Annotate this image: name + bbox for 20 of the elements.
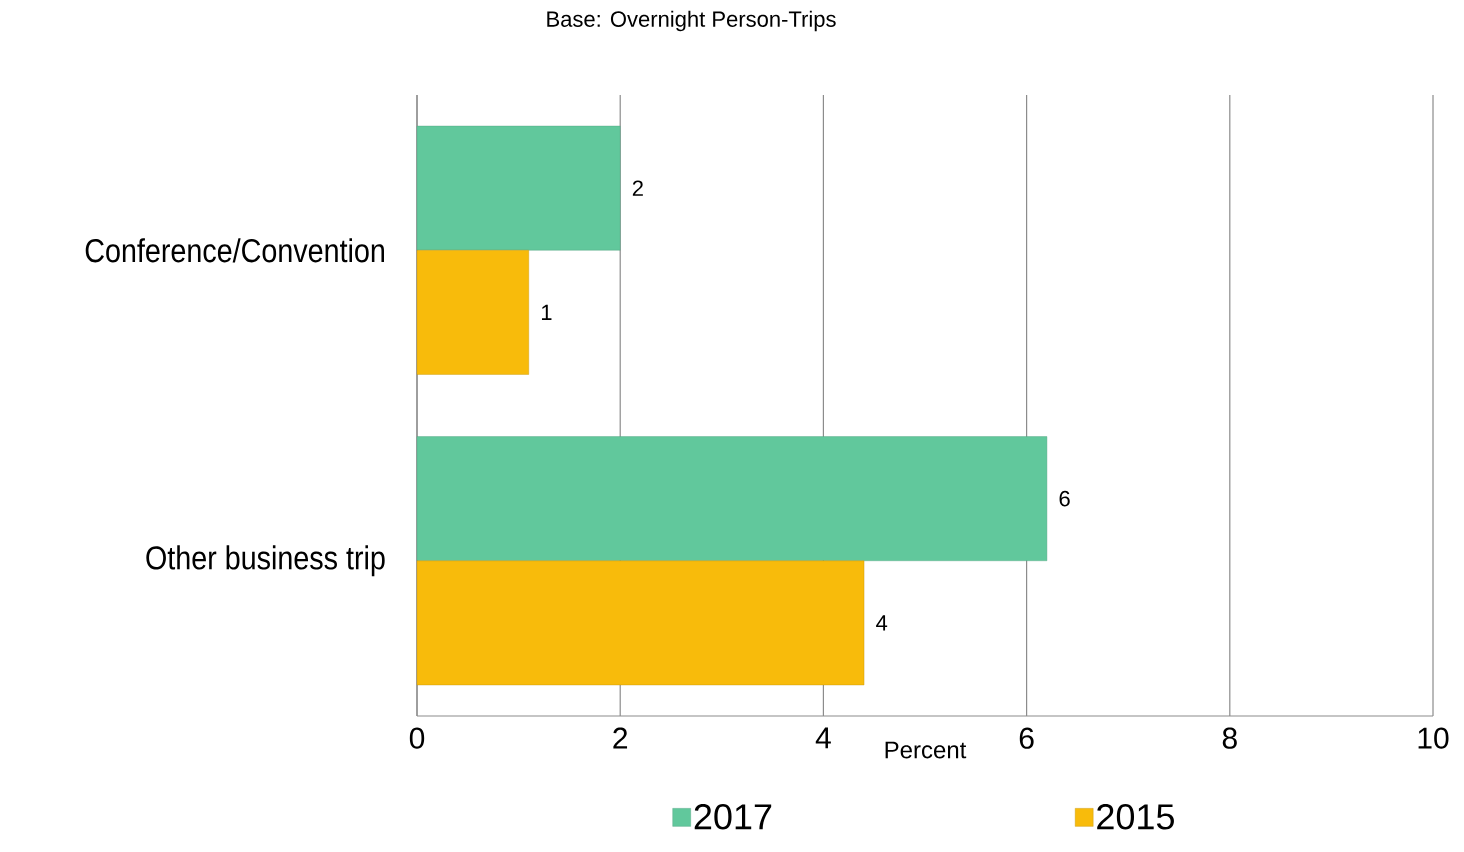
bar (416, 560, 865, 686)
legend-label: 2015 (1097, 804, 1174, 830)
x-tick-label: 8 (1222, 727, 1237, 749)
bar (416, 125, 621, 251)
y-tick-label: Conference/Convention (85, 238, 384, 263)
x-tick-label: 0 (409, 727, 425, 749)
x-tick-label: 2 (613, 727, 628, 749)
data-label: 1 (541, 304, 552, 320)
x-tick-label: 6 (1019, 727, 1034, 749)
data-label: 4 (876, 615, 888, 631)
chart-title: Base: Overnight Person-Trips (547, 10, 836, 32)
legend-label: 2017 (694, 804, 772, 830)
data-label: 6 (1059, 490, 1070, 507)
x-tick-label: 10 (1418, 727, 1449, 749)
bar (416, 436, 1048, 561)
bar (416, 250, 529, 375)
y-tick-label: Other business trip (146, 545, 385, 577)
x-tick-label: 4 (815, 727, 831, 749)
data-label: 2 (632, 180, 643, 196)
x-axis-title: Percent (885, 741, 967, 759)
